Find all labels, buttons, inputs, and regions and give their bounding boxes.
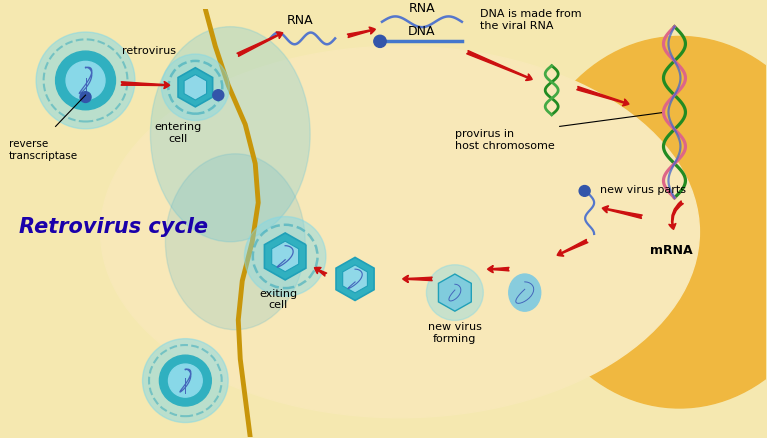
Ellipse shape bbox=[509, 274, 541, 311]
Text: reverse
transcriptase: reverse transcriptase bbox=[8, 139, 77, 161]
Text: DNA is made from
the viral RNA: DNA is made from the viral RNA bbox=[480, 9, 581, 31]
Text: provirus in
host chromosome: provirus in host chromosome bbox=[455, 129, 555, 151]
Ellipse shape bbox=[166, 154, 305, 330]
Circle shape bbox=[143, 339, 228, 423]
Text: retrovirus: retrovirus bbox=[123, 46, 176, 56]
Ellipse shape bbox=[520, 36, 767, 408]
Polygon shape bbox=[178, 68, 212, 107]
Polygon shape bbox=[343, 265, 367, 293]
Circle shape bbox=[579, 186, 590, 196]
Circle shape bbox=[160, 355, 212, 406]
Circle shape bbox=[161, 54, 229, 120]
Polygon shape bbox=[265, 233, 306, 280]
Text: new virus parts: new virus parts bbox=[600, 185, 686, 195]
Text: mRNA: mRNA bbox=[650, 244, 692, 257]
Ellipse shape bbox=[100, 46, 700, 418]
Circle shape bbox=[212, 90, 224, 100]
Text: Retrovirus cycle: Retrovirus cycle bbox=[18, 217, 208, 237]
Ellipse shape bbox=[150, 27, 310, 242]
Text: DNA: DNA bbox=[408, 25, 436, 39]
Circle shape bbox=[245, 216, 326, 297]
Polygon shape bbox=[184, 74, 206, 100]
Polygon shape bbox=[439, 274, 471, 311]
Polygon shape bbox=[272, 241, 298, 272]
Text: RNA: RNA bbox=[287, 14, 314, 27]
Circle shape bbox=[66, 61, 105, 99]
Circle shape bbox=[426, 265, 483, 321]
Circle shape bbox=[36, 32, 135, 129]
Text: RNA: RNA bbox=[409, 2, 435, 15]
Polygon shape bbox=[336, 258, 374, 300]
Circle shape bbox=[169, 364, 202, 397]
Circle shape bbox=[374, 35, 387, 47]
Text: exiting
cell: exiting cell bbox=[259, 289, 298, 310]
Text: new virus
forming: new virus forming bbox=[428, 322, 482, 343]
Circle shape bbox=[80, 92, 91, 102]
Text: entering
cell: entering cell bbox=[155, 123, 202, 144]
Circle shape bbox=[55, 51, 116, 110]
